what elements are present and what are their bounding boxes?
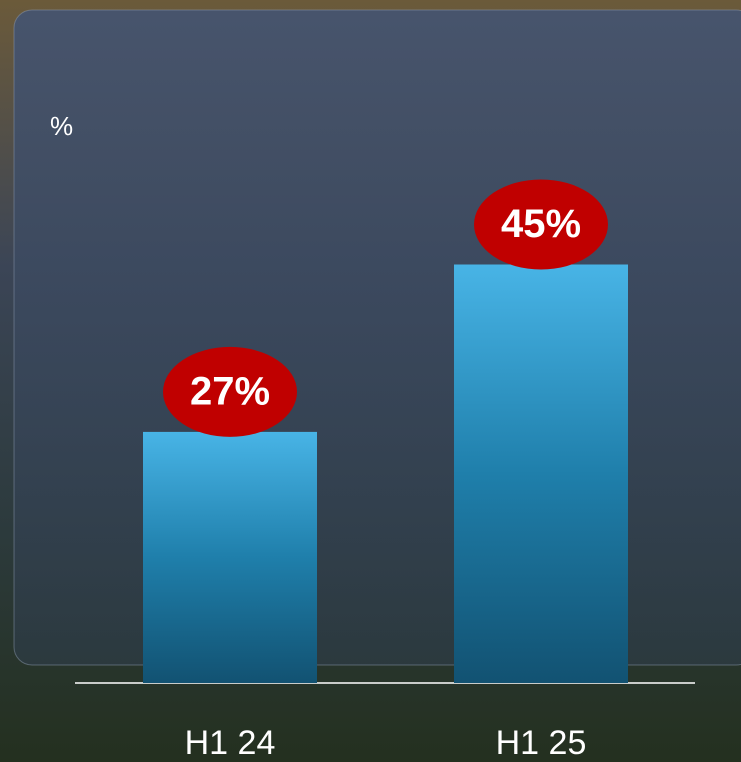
value-label: 27% xyxy=(190,369,270,413)
bar xyxy=(454,265,628,684)
x-tick-label: H1 25 xyxy=(496,724,587,762)
axis-label: % xyxy=(50,111,73,141)
bar xyxy=(143,432,317,683)
panel xyxy=(14,10,741,665)
value-label: 45% xyxy=(501,202,581,246)
chart: % 27% H1 24 45% H1 25 xyxy=(0,0,741,762)
x-tick-label: H1 24 xyxy=(185,724,276,762)
